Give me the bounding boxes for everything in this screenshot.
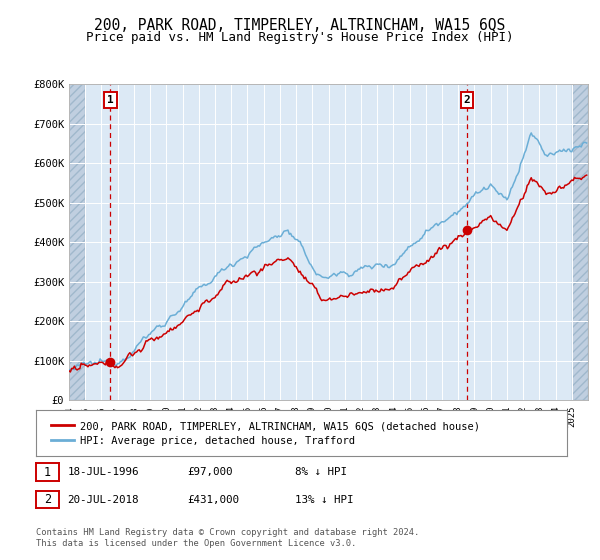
Legend: 200, PARK ROAD, TIMPERLEY, ALTRINCHAM, WA15 6QS (detached house), HPI: Average p: 200, PARK ROAD, TIMPERLEY, ALTRINCHAM, W…	[47, 417, 484, 450]
Text: 200, PARK ROAD, TIMPERLEY, ALTRINCHAM, WA15 6QS: 200, PARK ROAD, TIMPERLEY, ALTRINCHAM, W…	[94, 18, 506, 33]
Text: 13% ↓ HPI: 13% ↓ HPI	[295, 494, 354, 505]
Text: 18-JUL-1996: 18-JUL-1996	[67, 467, 139, 477]
Text: 20-JUL-2018: 20-JUL-2018	[67, 494, 139, 505]
Text: 1: 1	[107, 95, 113, 105]
Text: Contains HM Land Registry data © Crown copyright and database right 2024.
This d: Contains HM Land Registry data © Crown c…	[36, 528, 419, 548]
Text: £97,000: £97,000	[187, 467, 233, 477]
Text: 8% ↓ HPI: 8% ↓ HPI	[295, 467, 347, 477]
Text: 2: 2	[464, 95, 470, 105]
Polygon shape	[69, 84, 85, 400]
Text: 2: 2	[44, 493, 51, 506]
Polygon shape	[572, 84, 588, 400]
Text: £431,000: £431,000	[187, 494, 239, 505]
Text: Price paid vs. HM Land Registry's House Price Index (HPI): Price paid vs. HM Land Registry's House …	[86, 31, 514, 44]
Text: 1: 1	[44, 465, 51, 479]
